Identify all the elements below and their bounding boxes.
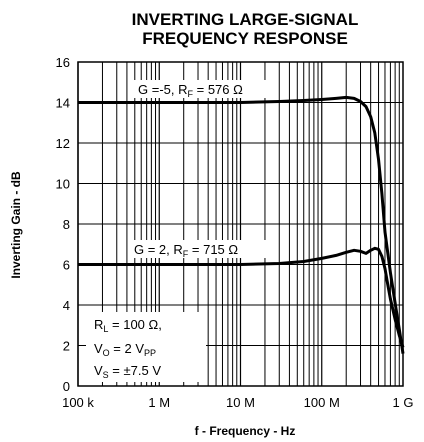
series-label-g-minus5: G =-5, RF = 576 Ω <box>138 82 243 99</box>
series-label-background-2 <box>128 240 274 258</box>
annotation-line-vo: VO = 2 VPP <box>94 341 156 358</box>
series-line-g-2 <box>78 246 405 348</box>
series-line-g-minus5 <box>78 95 405 354</box>
annotation-background <box>86 312 206 382</box>
annotation-line-rl: RL = 100 Ω, <box>94 317 162 334</box>
x-tick-label: 100 k <box>62 395 94 410</box>
plot-frame <box>77 61 404 387</box>
y-tick-label: 12 <box>56 136 70 151</box>
y-tick-label: 14 <box>56 96 70 111</box>
chart-title-line1: INVERTING LARGE-SIGNAL <box>132 10 359 29</box>
annotation-line-vs: VS = ±7.5 V <box>94 363 161 380</box>
y-tick-label: 0 <box>63 379 70 394</box>
y-tick-label: 10 <box>56 177 70 192</box>
x-tick-labels: 100 k 1 M 10 M 100 M 1 G <box>62 395 413 410</box>
x-axis-label: f - Frequency - Hz <box>195 424 296 438</box>
series-layer <box>78 95 405 354</box>
x-tick-label: 1 M <box>148 395 170 410</box>
y-tick-labels: 0 2 4 6 8 10 12 14 16 <box>56 55 70 394</box>
chart-title-line2: FREQUENCY RESPONSE <box>142 29 348 48</box>
grid <box>77 61 403 387</box>
x-tick-label: 100 M <box>304 395 340 410</box>
y-axis-label: Inverting Gain - dB <box>9 171 23 279</box>
series-label-background-1 <box>132 80 274 98</box>
x-tick-label: 10 M <box>226 395 255 410</box>
y-tick-label: 2 <box>63 339 70 354</box>
y-tick-label: 8 <box>63 217 70 232</box>
y-tick-label: 16 <box>56 55 70 70</box>
y-tick-label: 4 <box>63 298 70 313</box>
x-tick-label: 1 G <box>393 395 414 410</box>
y-tick-label: 6 <box>63 258 70 273</box>
series-label-g-2: G = 2, RF = 715 Ω <box>134 242 238 259</box>
